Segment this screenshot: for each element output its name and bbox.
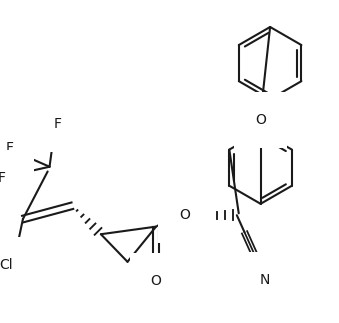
Text: F: F — [53, 117, 61, 131]
Text: F: F — [0, 171, 6, 185]
Text: O: O — [151, 274, 161, 288]
Text: Cl: Cl — [0, 258, 13, 272]
Text: N: N — [259, 273, 270, 287]
Polygon shape — [156, 212, 179, 227]
Text: O: O — [179, 208, 190, 222]
Text: F: F — [6, 141, 14, 155]
Text: O: O — [255, 113, 266, 127]
